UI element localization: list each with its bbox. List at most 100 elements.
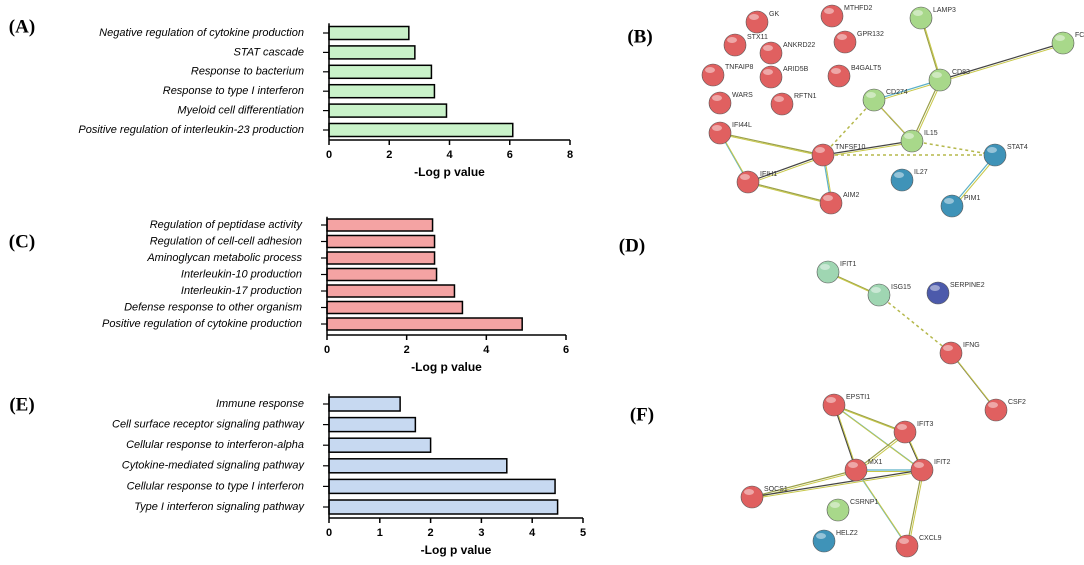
- bar: [328, 437, 432, 453]
- node-highlight: [831, 68, 841, 74]
- node-highlight: [815, 147, 825, 153]
- node-label: PIM1: [964, 195, 980, 202]
- node-highlight: [944, 198, 954, 204]
- network-edge: [822, 140, 913, 156]
- node-highlight: [837, 34, 847, 40]
- node-label: EPSTI1: [846, 394, 870, 401]
- panel-label: (B): [627, 26, 652, 47]
- network-node: [890, 168, 914, 192]
- node-label: HELZ2: [836, 530, 858, 537]
- node-label: TNFAIP8: [725, 64, 754, 71]
- network-edge: [824, 142, 914, 157]
- node-highlight: [712, 125, 722, 131]
- bar: [326, 218, 434, 232]
- x-axis-label: -Log p value: [414, 165, 485, 179]
- node-highlight: [848, 462, 858, 468]
- network-edge: [721, 134, 825, 157]
- category-label: Cellular response to type I interferon: [127, 480, 304, 492]
- network-node: [895, 534, 919, 558]
- network-edge: [908, 471, 924, 548]
- bar: [328, 103, 448, 118]
- panel-label: (C): [9, 231, 35, 252]
- bar: [328, 416, 417, 433]
- category-label: Negative regulation of cytokine producti…: [99, 27, 304, 39]
- node-label: CXCL9: [919, 535, 942, 542]
- node-highlight: [744, 489, 754, 495]
- network-node: [900, 129, 924, 153]
- node-label: SOCS1: [764, 486, 788, 493]
- network-node: [708, 121, 732, 145]
- node-label: CSF2: [1008, 399, 1026, 406]
- network-node: [819, 191, 843, 215]
- network-node: [909, 6, 933, 30]
- node-label: AIM2: [843, 192, 859, 199]
- network-node: [940, 194, 964, 218]
- x-tick-label: 4: [483, 344, 490, 356]
- x-tick-label: 0: [324, 344, 330, 356]
- category-label: Immune response: [216, 398, 304, 410]
- category-label: Aminoglycan metabolic process: [146, 252, 302, 264]
- network-node: [984, 398, 1008, 422]
- node-highlight: [740, 174, 750, 180]
- node-label: STAT4: [1007, 144, 1028, 151]
- bar: [328, 64, 433, 80]
- node-highlight: [932, 72, 942, 78]
- node-highlight: [897, 424, 907, 430]
- bar: [328, 396, 401, 412]
- x-axis-label: -Log p value: [411, 360, 482, 374]
- network-node: [893, 420, 917, 444]
- network-node: [833, 30, 857, 54]
- node-highlight: [824, 8, 834, 14]
- bar: [326, 317, 523, 331]
- node-label: LAMP3: [933, 7, 956, 14]
- x-axis-label: -Log p value: [421, 543, 492, 557]
- node-label: CD83: [952, 69, 970, 76]
- category-label: Defense response to other organism: [124, 301, 302, 313]
- node-label: IFI44L: [732, 122, 752, 129]
- bar: [328, 478, 556, 495]
- node-highlight: [749, 14, 759, 20]
- network-node: [701, 63, 725, 87]
- network-edge: [906, 469, 923, 547]
- bar: [326, 284, 456, 298]
- node-highlight: [988, 402, 998, 408]
- node-highlight: [1055, 35, 1065, 41]
- network-node: [770, 92, 794, 116]
- network-edge: [751, 469, 857, 498]
- network-node: [862, 88, 886, 112]
- node-highlight: [866, 92, 876, 98]
- node-label: WARS: [732, 92, 753, 99]
- x-tick-label: 2: [428, 527, 434, 539]
- node-label: IFIT1: [840, 261, 856, 268]
- panel-label: (F): [630, 404, 654, 425]
- node-highlight: [943, 345, 953, 351]
- network-edge-dashed: [911, 140, 996, 156]
- network-node: [740, 485, 764, 509]
- category-label: Interleukin-17 production: [181, 285, 302, 297]
- node-label: IFIT3: [917, 421, 933, 428]
- x-tick-label: 2: [404, 344, 410, 356]
- network-node: [926, 281, 950, 305]
- node-highlight: [712, 95, 722, 101]
- bar: [328, 122, 514, 138]
- category-label: Regulation of cell-cell adhesion: [150, 235, 302, 247]
- network-edge: [833, 404, 857, 471]
- network-node: [812, 529, 836, 553]
- network-node: [759, 41, 783, 65]
- network-node: [745, 10, 769, 34]
- bar: [326, 251, 436, 265]
- network-node: [759, 65, 783, 89]
- node-highlight: [913, 10, 923, 16]
- node-highlight: [763, 45, 773, 51]
- x-tick-label: 5: [580, 527, 586, 539]
- node-label: ANKRD22: [783, 42, 815, 49]
- category-label: Cell surface receptor signaling pathway: [112, 419, 305, 431]
- node-highlight: [987, 147, 997, 153]
- network-node: [867, 283, 891, 307]
- network-edge-dashed: [822, 99, 875, 156]
- category-label: Positive regulation of cytokine producti…: [102, 318, 302, 330]
- node-highlight: [826, 397, 836, 403]
- category-label: Cellular response to interferon-alpha: [126, 439, 304, 451]
- node-label: SERPINE2: [950, 282, 985, 289]
- category-label: Positive regulation of interleukin-23 pr…: [78, 124, 304, 136]
